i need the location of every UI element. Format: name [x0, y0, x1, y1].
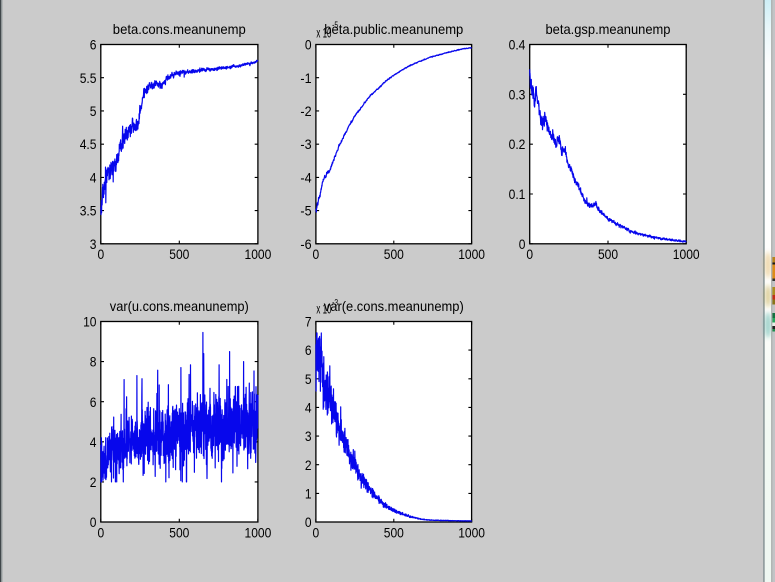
- svg-text:1000: 1000: [245, 524, 272, 540]
- svg-text:7: 7: [305, 314, 312, 330]
- svg-text:1000: 1000: [458, 246, 485, 262]
- svg-text:0: 0: [519, 236, 526, 252]
- svg-text:500: 500: [598, 246, 618, 262]
- svg-text:8: 8: [90, 354, 97, 370]
- svg-text:var(u.cons.meanunemp): var(u.cons.meanunemp): [110, 298, 249, 314]
- svg-text:0: 0: [305, 514, 312, 530]
- svg-text:0: 0: [313, 246, 320, 262]
- svg-text:2: 2: [90, 474, 97, 490]
- svg-text:4.5: 4.5: [80, 136, 97, 152]
- svg-text:500: 500: [384, 246, 404, 262]
- svg-text:6: 6: [90, 37, 97, 53]
- svg-text:0.4: 0.4: [509, 37, 526, 53]
- svg-text:1000: 1000: [458, 524, 485, 540]
- svg-text:0: 0: [305, 37, 312, 53]
- svg-text:x 10: x 10: [316, 26, 331, 41]
- svg-text:-3: -3: [300, 136, 311, 152]
- svg-text:500: 500: [384, 524, 404, 540]
- svg-text:2: 2: [305, 457, 312, 473]
- svg-text:4: 4: [90, 170, 97, 186]
- svg-text:-5: -5: [332, 20, 338, 30]
- svg-text:6: 6: [90, 394, 97, 410]
- svg-text:beta.cons.meanunemp: beta.cons.meanunemp: [113, 21, 246, 37]
- svg-text:0: 0: [313, 524, 320, 540]
- svg-text:0.3: 0.3: [509, 86, 526, 102]
- svg-text:-5: -5: [300, 203, 311, 219]
- svg-text:500: 500: [169, 524, 189, 540]
- svg-text:1000: 1000: [673, 246, 700, 262]
- svg-text:x 10: x 10: [316, 302, 331, 317]
- svg-text:0: 0: [97, 524, 104, 540]
- svg-text:0: 0: [90, 514, 97, 530]
- svg-text:-1: -1: [300, 70, 311, 86]
- svg-text:0.2: 0.2: [509, 136, 526, 152]
- svg-text:var(e.cons.meanunemp): var(e.cons.meanunemp): [324, 298, 464, 314]
- svg-text:5.5: 5.5: [80, 70, 97, 86]
- svg-text:5: 5: [305, 371, 312, 387]
- svg-text:3: 3: [305, 428, 312, 444]
- svg-text:4: 4: [90, 434, 97, 450]
- svg-text:-3: -3: [332, 297, 338, 307]
- svg-text:10: 10: [83, 314, 97, 330]
- svg-text:4: 4: [305, 400, 312, 416]
- svg-text:3.5: 3.5: [80, 203, 97, 219]
- svg-text:1000: 1000: [245, 246, 272, 262]
- svg-text:beta.gsp.meanunemp: beta.gsp.meanunemp: [546, 21, 671, 37]
- svg-text:500: 500: [169, 246, 189, 262]
- svg-text:0: 0: [526, 246, 533, 262]
- svg-text:0.1: 0.1: [509, 186, 526, 202]
- svg-text:-4: -4: [300, 170, 311, 186]
- svg-text:0: 0: [97, 246, 104, 262]
- svg-text:3: 3: [90, 236, 97, 252]
- svg-text:5: 5: [90, 103, 97, 119]
- svg-text:6: 6: [305, 342, 312, 358]
- svg-text:1: 1: [305, 486, 312, 502]
- svg-text:beta.public.meanunemp: beta.public.meanunemp: [324, 21, 463, 37]
- svg-text:-2: -2: [300, 103, 311, 119]
- svg-text:-6: -6: [300, 236, 311, 252]
